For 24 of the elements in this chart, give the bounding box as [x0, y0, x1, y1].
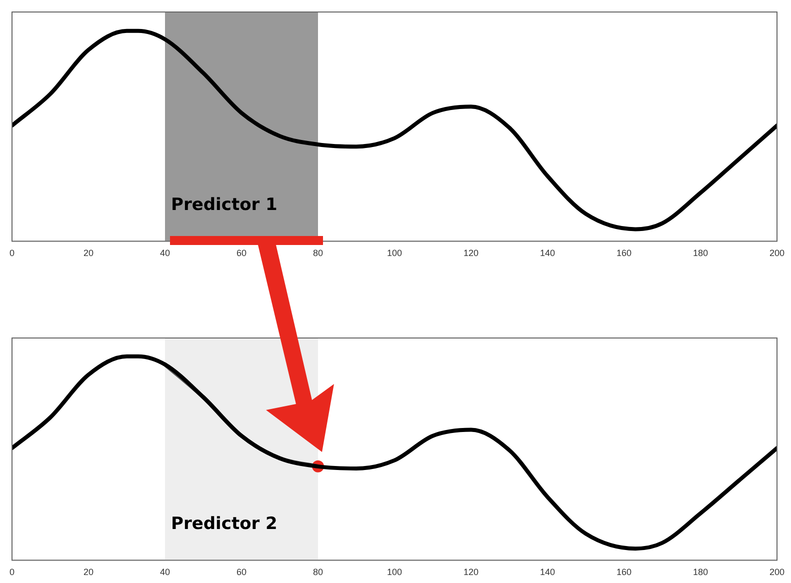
- x-tick-label: 80: [312, 248, 324, 258]
- x-tick-label: 120: [463, 248, 479, 258]
- band-label: Predictor 2: [171, 514, 278, 534]
- x-tick-label: 200: [769, 567, 785, 578]
- x-tick-label: 100: [386, 567, 402, 578]
- x-tick-label: 60: [236, 248, 247, 258]
- x-tick-label: 160: [616, 567, 632, 578]
- x-tick-label: 20: [83, 567, 94, 578]
- x-tick-label: 180: [692, 248, 708, 258]
- band-label: Predictor 1: [171, 195, 278, 216]
- x-tick-label: 200: [769, 248, 785, 258]
- x-tick-label: 40: [160, 248, 170, 258]
- x-tick-label: 140: [540, 248, 556, 258]
- x-tick-label: 0: [9, 567, 15, 578]
- x-tick-label: 60: [236, 567, 247, 578]
- x-tick-label: 160: [616, 248, 632, 258]
- x-tick-label: 100: [386, 248, 402, 258]
- x-tick-label: 80: [312, 567, 324, 578]
- x-tick-label: 20: [83, 248, 94, 258]
- x-tick-label: 0: [9, 248, 15, 258]
- x-tick-label: 120: [463, 567, 479, 578]
- x-tick-label: 180: [692, 567, 708, 578]
- x-tick-label: 40: [160, 567, 170, 578]
- x-tick-label: 140: [540, 567, 556, 578]
